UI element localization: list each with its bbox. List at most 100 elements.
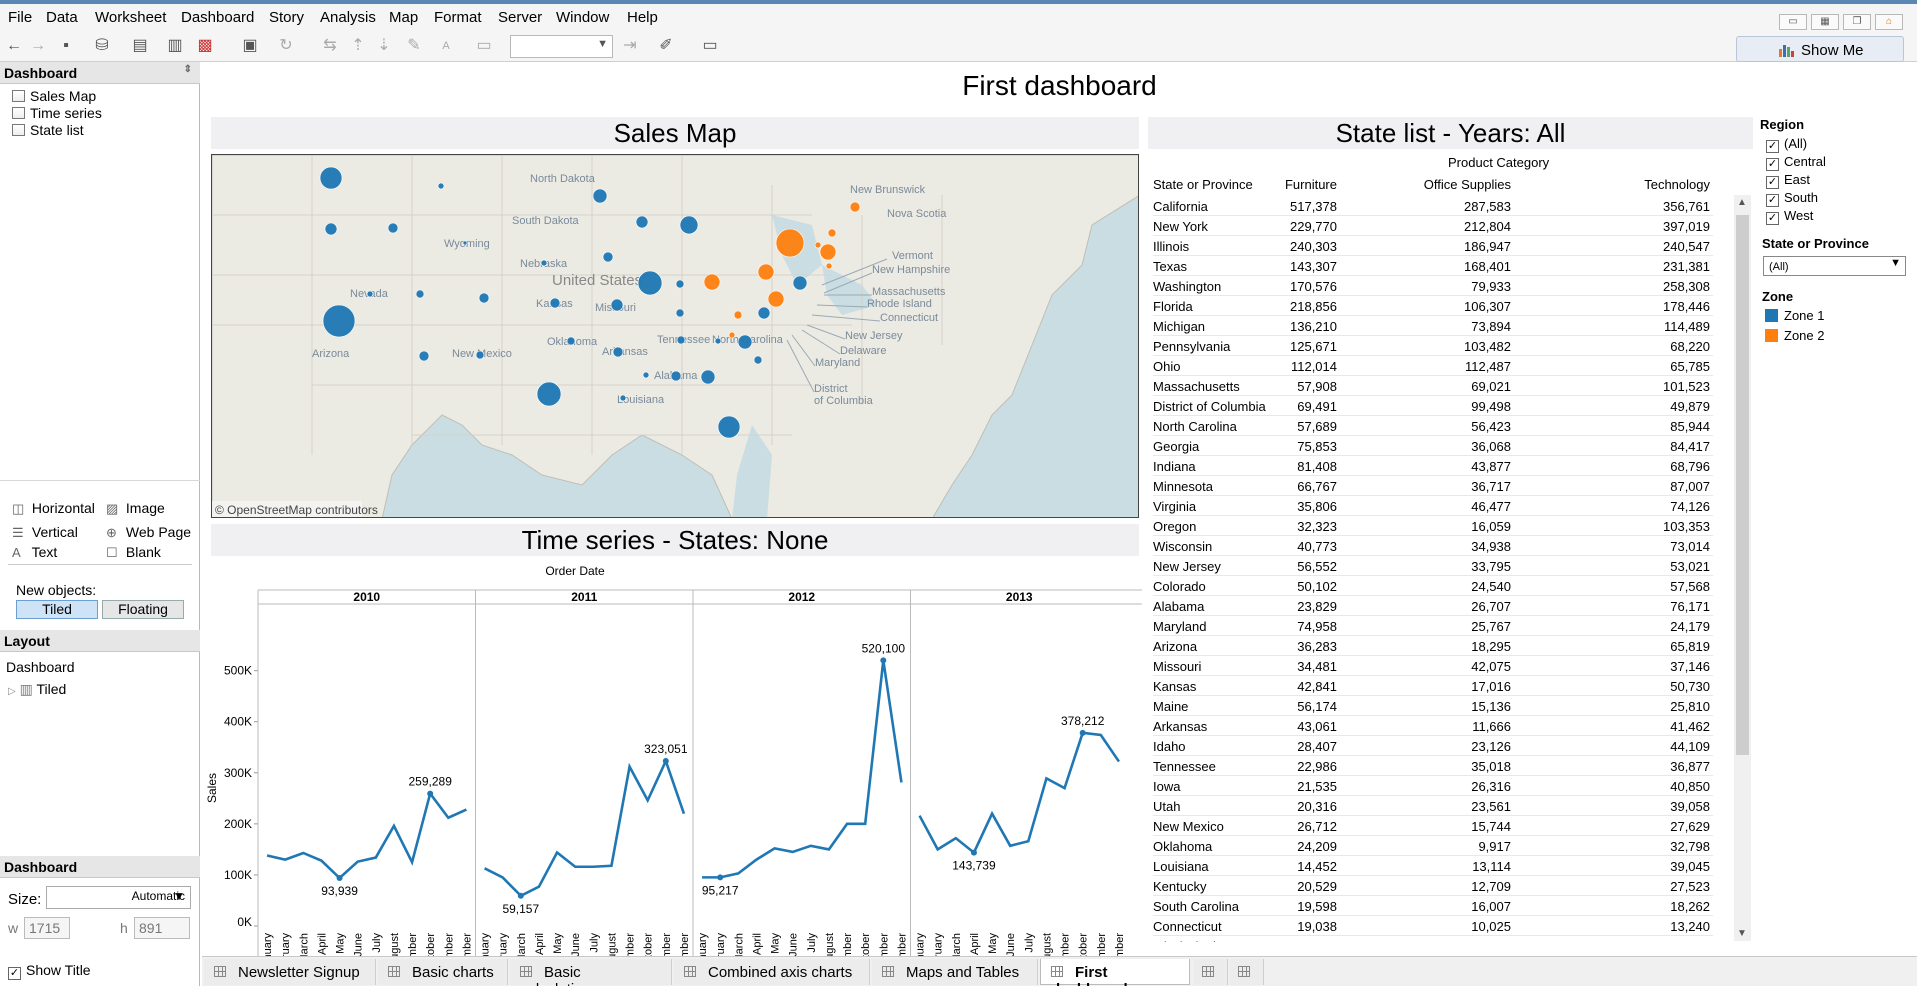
presentation-icon[interactable]: ▭: [702, 37, 718, 54]
zone-1-mark[interactable]: [612, 346, 624, 358]
table-row[interactable]: Kansas 42,841 17,016 50,730: [1153, 676, 1713, 696]
table-row[interactable]: District of Columbia 69,491 99,498 49,879: [1153, 396, 1713, 416]
check-icon[interactable]: ✓: [1766, 140, 1779, 153]
table-row[interactable]: Minnesota 66,767 36,717 87,007: [1153, 476, 1713, 496]
menu-map[interactable]: Map: [389, 9, 419, 26]
state-list-table[interactable]: Product Category State or Province Furni…: [1153, 150, 1733, 942]
object-text[interactable]: A Text: [12, 544, 58, 560]
size-dropdown[interactable]: Automatic ▼: [46, 886, 191, 909]
table-row[interactable]: Missouri 34,481 42,075 37,146: [1153, 656, 1713, 676]
pause-updates-icon[interactable]: ▣: [242, 37, 258, 54]
table-row[interactable]: Illinois 240,303 186,947 240,547: [1153, 236, 1713, 256]
table-row[interactable]: Alabama 23,829 26,707 76,171: [1153, 596, 1713, 616]
zone-1-mark[interactable]: [566, 336, 576, 346]
zone-2-mark[interactable]: [814, 241, 822, 249]
table-row[interactable]: Oregon 32,323 16,059 103,353: [1153, 516, 1713, 536]
series-line-2012[interactable]: [702, 660, 903, 879]
table-row[interactable]: Colorado 50,102 24,540 57,568: [1153, 576, 1713, 596]
check-icon[interactable]: ✓: [1766, 194, 1779, 207]
table-row[interactable]: Iowa 21,535 26,316 40,850: [1153, 776, 1713, 796]
tab-combined-axis-charts[interactable]: Combined axis charts: [674, 959, 870, 985]
scroll-thumb[interactable]: [1736, 215, 1749, 755]
col-state[interactable]: State or Province: [1153, 177, 1253, 192]
fit-dropdown[interactable]: ▼: [510, 35, 613, 58]
data-point[interactable]: [662, 758, 669, 765]
zone-1-mark[interactable]: [324, 222, 338, 236]
table-row[interactable]: Idaho 28,407 23,126 44,109: [1153, 736, 1713, 756]
zone-1-mark[interactable]: [675, 308, 685, 318]
col-furniture[interactable]: Furniture: [1284, 177, 1337, 192]
fit-icon[interactable]: ▭: [476, 37, 492, 54]
width-input[interactable]: 1715: [24, 917, 70, 939]
menu-file[interactable]: File: [8, 9, 33, 26]
zone-2-mark[interactable]: [733, 310, 743, 320]
menu-data[interactable]: Data: [46, 9, 78, 26]
zone-1-mark[interactable]: [676, 335, 686, 345]
series-line-2010[interactable]: [266, 790, 467, 880]
expand-icon[interactable]: ▷: [8, 686, 16, 697]
menu-analysis[interactable]: Analysis: [320, 9, 376, 26]
duplicate-sheet-icon[interactable]: ▥: [167, 37, 183, 54]
zone-1-mark[interactable]: [700, 369, 716, 385]
region-south[interactable]: ✓ South: [1766, 190, 1818, 207]
table-row[interactable]: New Jersey 56,552 33,795 53,021: [1153, 556, 1713, 576]
zone-1-mark[interactable]: [322, 304, 356, 338]
sort-asc-icon[interactable]: ⇡: [351, 37, 365, 54]
show-me-button[interactable]: Show Me: [1736, 36, 1904, 62]
zone-1-mark[interactable]: [619, 394, 627, 402]
tab-basic-charts[interactable]: Basic charts: [378, 959, 508, 985]
table-row[interactable]: Pennsylvania 125,671 103,482 68,220: [1153, 336, 1713, 356]
zone-2-mark[interactable]: [827, 228, 837, 238]
zone-1-mark[interactable]: [478, 292, 490, 304]
zone-1-mark[interactable]: [679, 215, 699, 235]
zone-2-legend[interactable]: Zone 2: [1765, 328, 1824, 343]
new-dashboard-button[interactable]: [1194, 959, 1228, 985]
zone-2-mark[interactable]: [757, 263, 775, 281]
tab-first-dashboard[interactable]: First dashboard: [1040, 959, 1190, 986]
back-icon[interactable]: ←: [6, 37, 22, 54]
highlight-icon[interactable]: ✎: [407, 37, 421, 54]
menu-format[interactable]: Format: [434, 9, 482, 26]
zone-1-mark[interactable]: [437, 182, 445, 190]
table-row[interactable]: Oklahoma 24,209 9,917 32,798: [1153, 836, 1713, 856]
scroll-down-icon[interactable]: ▼: [1737, 928, 1747, 939]
zone-1-mark[interactable]: [637, 270, 663, 296]
data-point[interactable]: [880, 657, 887, 664]
col-technology[interactable]: Technology: [1644, 177, 1710, 192]
menu-window[interactable]: Window: [556, 9, 610, 26]
table-row[interactable]: South Carolina 19,598 16,007 18,262: [1153, 896, 1713, 916]
zone-1-mark[interactable]: [536, 381, 562, 407]
check-icon[interactable]: ✓: [1766, 158, 1779, 171]
data-point[interactable]: [1079, 729, 1086, 736]
object-blank[interactable]: ☐ Blank: [106, 544, 161, 560]
table-row[interactable]: North Carolina 57,689 56,423 85,944: [1153, 416, 1713, 436]
zone-1-mark[interactable]: [642, 371, 650, 379]
zone-1-mark[interactable]: [418, 350, 430, 362]
table-row[interactable]: Utah 20,316 23,561 39,058: [1153, 796, 1713, 816]
tab-maps-and-tables[interactable]: Maps and Tables: [872, 959, 1038, 985]
zone-2-mark[interactable]: [819, 243, 837, 261]
zone-1-mark[interactable]: [462, 240, 468, 246]
table-row[interactable]: Tennessee 22,986 35,018 36,877: [1153, 756, 1713, 776]
zone-1-mark[interactable]: [387, 222, 399, 234]
show-title-checkbox[interactable]: ✓ Show Title: [8, 962, 91, 980]
home-icon[interactable]: ⌂: [1875, 14, 1903, 30]
new-worksheet-icon[interactable]: ▤: [132, 37, 148, 54]
object-horizontal[interactable]: ◫ Horizontal: [12, 500, 95, 516]
table-row[interactable]: Ohio 112,014 112,487 65,785: [1153, 356, 1713, 376]
zone-1-mark[interactable]: [714, 337, 722, 345]
restore-icon[interactable]: ❐: [1843, 14, 1871, 30]
height-input[interactable]: 891: [134, 917, 190, 939]
refresh-icon[interactable]: ↻: [279, 37, 293, 54]
region-all[interactable]: ✓ (All): [1766, 136, 1808, 153]
floating-button[interactable]: Floating: [102, 600, 184, 619]
sheet-item-sales-map[interactable]: Sales Map: [12, 88, 96, 104]
zone-1-mark[interactable]: [757, 306, 771, 320]
scroll-up-icon[interactable]: ▲: [1737, 197, 1747, 208]
save-icon[interactable]: ▪: [63, 37, 69, 54]
object-vertical[interactable]: ☰ Vertical: [12, 524, 78, 540]
zone-1-mark[interactable]: [475, 350, 485, 360]
sheet-item-state-list[interactable]: State list: [12, 122, 84, 138]
zone-1-mark[interactable]: [610, 298, 624, 312]
